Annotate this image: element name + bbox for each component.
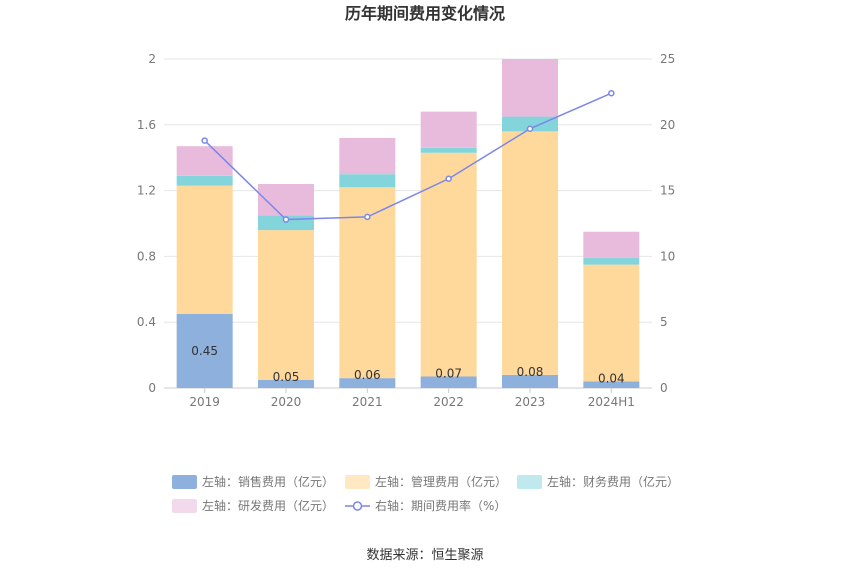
bar-segment [420,152,477,377]
legend-label: 左轴：销售费用（亿元） [202,474,334,489]
data-label: 0.08 [517,365,544,379]
bar-segment [339,378,396,388]
right-tick-label: 25 [660,52,675,66]
x-tick-label: 2022 [433,395,464,409]
legend-label: 左轴：管理费用（亿元） [375,474,507,489]
right-tick-label: 5 [660,315,668,329]
line-series [201,89,615,223]
rate-point [364,213,371,221]
legend-swatch [172,475,197,489]
bar-segment [420,111,477,148]
right-axis: 0 5 10 15 20 25 [660,52,675,395]
data-label: 0.45 [191,344,218,358]
legend-label: 左轴：财务费用（亿元） [547,474,679,489]
right-tick-label: 15 [660,184,675,198]
bar-segment [502,374,558,388]
left-tick-label: 0.8 [137,249,156,263]
x-tick-label: 2023 [515,395,546,409]
x-tick-label: 2020 [271,395,302,409]
bar-segment [420,376,477,388]
right-tick-label: 0 [660,381,668,395]
legend: 左轴：销售费用（亿元） 左轴：管理费用（亿元） 左轴：财务费用（亿元） 左轴：研发费用… [172,474,679,513]
bar-segment [420,147,477,153]
bar-segment [583,381,640,388]
bar-segment [258,184,314,216]
bar-segment [502,116,558,132]
legend-label: 左轴：研发费用（亿元） [202,498,334,513]
chart-title: 历年期间费用变化情况 [345,4,505,23]
bar-segment [502,131,558,375]
data-label: 0.04 [598,371,625,385]
data-labels: 0.45 0.05 0.06 0.07 0.08 0.04 [191,344,624,385]
rate-point [445,175,452,183]
left-tick-label: 0.4 [137,315,156,329]
bar-segment [176,313,233,388]
rate-point [282,216,290,223]
bar-segment [176,185,233,314]
rate-point [201,137,208,144]
rate-point [608,89,615,97]
bar-segment [258,379,314,388]
legend-swatch [172,499,197,513]
bar-segment [176,175,233,186]
bar-segment [339,174,396,188]
legend-point-marker [352,501,363,511]
grid-lines [164,58,652,389]
legend-label: 右轴：期间费用率（%） [375,498,506,513]
data-label: 0.06 [354,368,381,382]
right-tick-label: 20 [660,118,675,132]
left-tick-label: 1.6 [137,118,156,132]
bar-segment [583,258,640,265]
left-axis: 0 0.4 0.8 1.2 1.6 2 [137,52,156,395]
x-tick-label: 2024H1 [588,395,635,409]
left-tick-label: 0 [148,381,156,395]
legend-swatch [345,475,370,489]
left-tick-label: 2 [148,52,156,66]
bar-segment [176,146,233,176]
x-tick-label: 2021 [352,395,383,409]
x-axis: 2019 2020 2021 2022 2023 2024H1 [189,388,635,409]
legend-swatch [517,475,542,489]
right-tick-label: 10 [660,249,675,263]
left-tick-label: 1.2 [137,184,156,198]
bar-segment [502,59,558,117]
data-label: 0.07 [435,366,462,380]
bar-segment [583,231,640,259]
rate-point [526,125,534,132]
bar-segment [258,230,314,380]
bar-segment [583,264,640,382]
bar-segment [339,137,396,175]
source-note: 数据来源：恒生聚源 [366,548,483,563]
rate-line [204,92,612,221]
x-tick-label: 2019 [189,395,220,409]
data-label: 0.05 [273,370,300,384]
bar-series [176,59,640,388]
